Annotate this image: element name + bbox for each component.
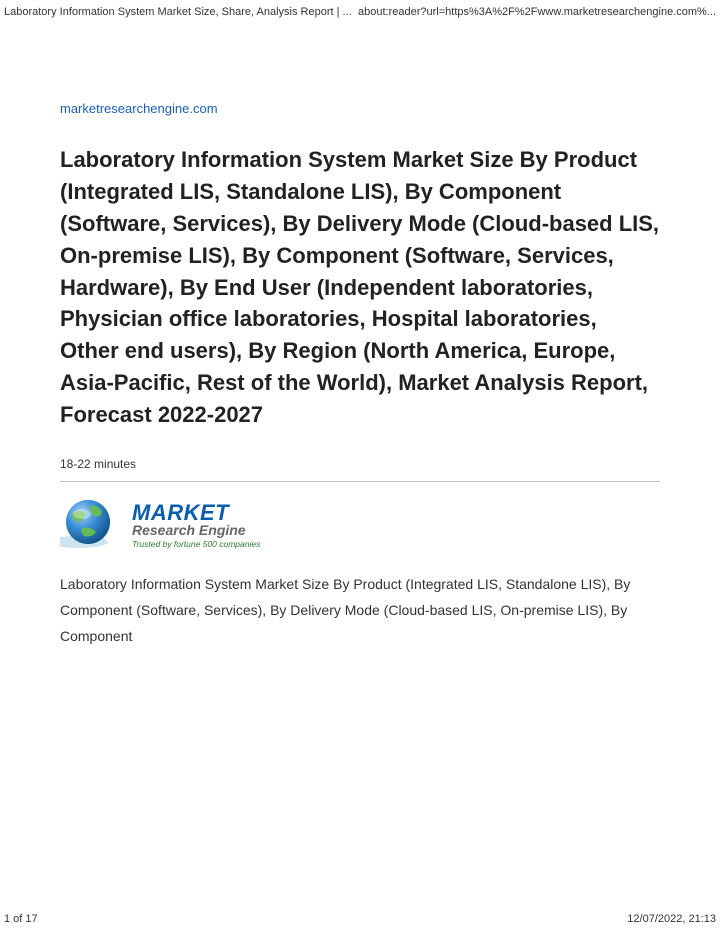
globe-icon bbox=[60, 496, 122, 554]
print-footer: 1 of 17 12/07/2022, 21:13 bbox=[4, 913, 716, 925]
reader-content: marketresearchengine.com Laboratory Info… bbox=[60, 100, 660, 650]
logo-line-2: Research Engine bbox=[132, 523, 260, 538]
brand-logo: MARKET Research Engine Trusted by fortun… bbox=[60, 496, 660, 554]
source-site-link[interactable]: marketresearchengine.com bbox=[60, 101, 218, 116]
read-time: 18-22 minutes bbox=[60, 457, 660, 471]
header-title: Laboratory Information System Market Siz… bbox=[4, 6, 352, 18]
divider bbox=[60, 481, 660, 482]
logo-tagline: Trusted by fortune 500 companies bbox=[132, 540, 260, 549]
page-counter: 1 of 17 bbox=[4, 913, 38, 925]
print-header: Laboratory Information System Market Siz… bbox=[4, 6, 716, 18]
logo-text-block: MARKET Research Engine Trusted by fortun… bbox=[132, 501, 260, 550]
print-timestamp: 12/07/2022, 21:13 bbox=[627, 913, 716, 925]
page-root: Laboratory Information System Market Siz… bbox=[0, 0, 720, 931]
article-body-paragraph: Laboratory Information System Market Siz… bbox=[60, 572, 660, 650]
logo-container: MARKET Research Engine Trusted by fortun… bbox=[60, 496, 660, 554]
article-title: Laboratory Information System Market Siz… bbox=[60, 144, 660, 431]
header-url: about:reader?url=https%3A%2F%2Fwww.marke… bbox=[358, 6, 716, 18]
